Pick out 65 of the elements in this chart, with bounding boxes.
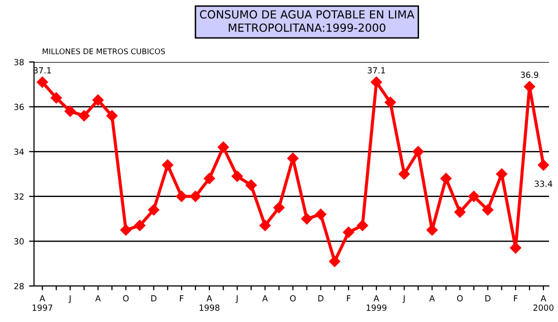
data-label: 33.4 bbox=[534, 180, 552, 187]
point bbox=[36, 76, 48, 88]
point bbox=[524, 81, 536, 92]
y-tick-label: 30 bbox=[14, 238, 24, 244]
y-tick-label: 36 bbox=[14, 104, 24, 110]
point bbox=[148, 204, 160, 216]
point bbox=[273, 202, 285, 214]
x-tick-label: J bbox=[68, 295, 71, 304]
x-tick-label: D bbox=[485, 295, 490, 302]
point bbox=[134, 220, 146, 232]
point bbox=[190, 190, 202, 202]
point bbox=[482, 204, 494, 216]
x-tick-label: O bbox=[290, 295, 296, 302]
x-tick-label: A 1998 bbox=[200, 295, 220, 311]
point bbox=[342, 226, 354, 238]
x-tick-label: J bbox=[402, 295, 405, 304]
point bbox=[440, 172, 452, 184]
point bbox=[162, 159, 174, 171]
x-tick-label: D bbox=[151, 295, 156, 302]
point bbox=[370, 76, 382, 88]
point bbox=[412, 146, 424, 158]
x-tick-label: A bbox=[262, 295, 268, 302]
x-tick-label: J bbox=[236, 295, 238, 304]
point bbox=[176, 190, 188, 202]
x-tick-label: A 1999 bbox=[366, 295, 386, 311]
point bbox=[301, 213, 312, 224]
point bbox=[356, 220, 368, 232]
y-tick-label: 32 bbox=[14, 193, 24, 200]
point bbox=[329, 256, 340, 267]
point bbox=[50, 92, 62, 104]
point bbox=[64, 106, 76, 117]
point bbox=[510, 242, 522, 254]
y-tick-label: 34 bbox=[14, 148, 24, 155]
point bbox=[259, 220, 271, 232]
point bbox=[538, 159, 549, 171]
x-tick-label: A bbox=[95, 295, 101, 302]
data-label: 37.1 bbox=[34, 67, 51, 74]
point bbox=[246, 180, 257, 191]
point bbox=[120, 224, 132, 236]
data-label: 36.9 bbox=[520, 72, 538, 78]
x-tick-label: F bbox=[514, 295, 518, 302]
x-tick-label: F bbox=[180, 295, 184, 302]
x-tick-label: F bbox=[346, 295, 350, 302]
point bbox=[204, 172, 215, 184]
y-tick-label: 28 bbox=[14, 282, 24, 290]
x-tick-label: D bbox=[318, 295, 324, 302]
x-tick-label: O bbox=[123, 295, 129, 302]
data-label: 37.1 bbox=[368, 67, 385, 74]
x-tick-label: O bbox=[457, 295, 463, 302]
point bbox=[92, 94, 104, 106]
x-tick-label: A 1997 bbox=[32, 295, 52, 311]
point bbox=[315, 208, 326, 220]
point bbox=[78, 110, 90, 122]
point bbox=[106, 110, 118, 122]
x-tick-label: A bbox=[429, 295, 435, 302]
point bbox=[468, 190, 480, 202]
point bbox=[398, 168, 410, 180]
point bbox=[384, 96, 396, 108]
point bbox=[496, 168, 508, 180]
y-tick-label: 38 bbox=[14, 58, 24, 66]
point bbox=[232, 170, 243, 182]
chart-title: CONSUMO DE AGUA POTABLE EN LIMA METROPOLITANA:1999-2000 bbox=[200, 10, 414, 32]
point bbox=[218, 142, 229, 153]
x-tick-label: A 2000 bbox=[533, 295, 554, 311]
point bbox=[454, 206, 466, 218]
